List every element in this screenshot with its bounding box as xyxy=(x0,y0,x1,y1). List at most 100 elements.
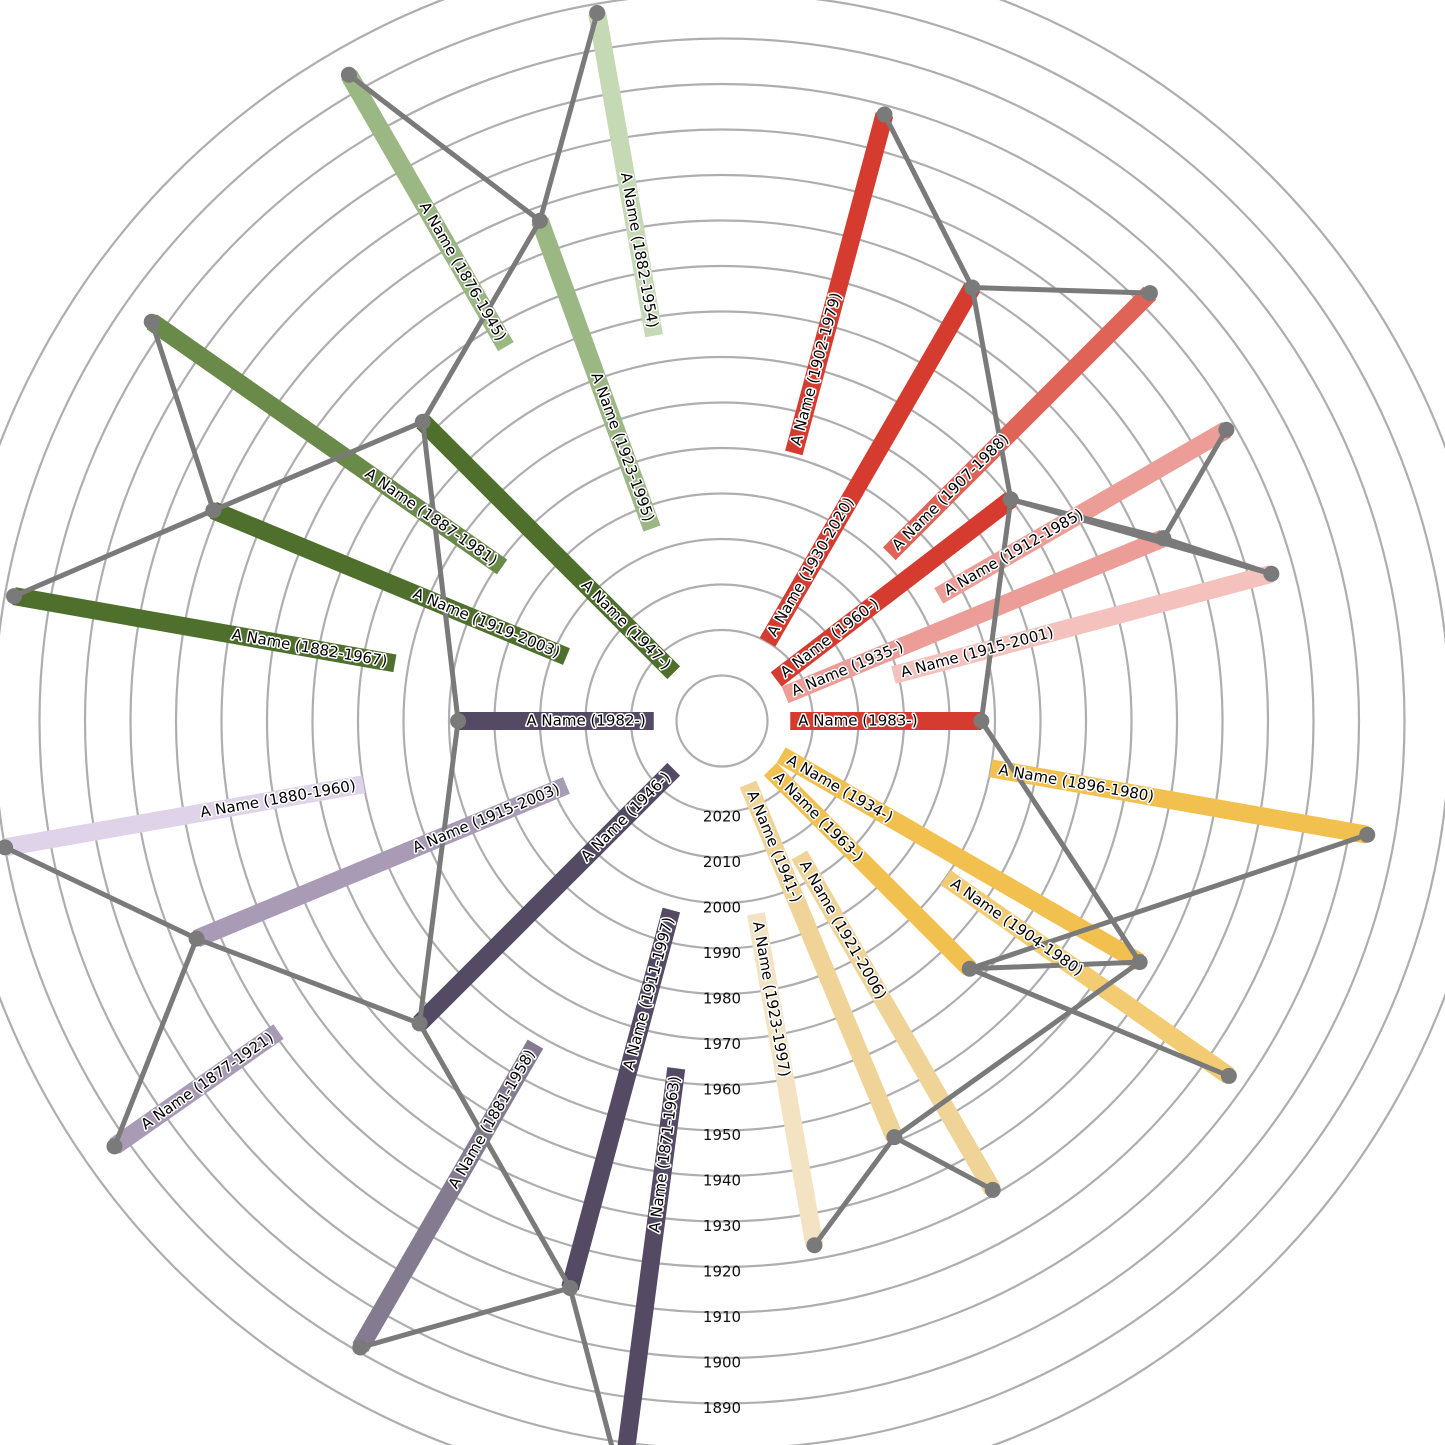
birth-node-p27 xyxy=(961,960,978,977)
birth-node-p20 xyxy=(411,1015,428,1032)
family-link xyxy=(811,1134,897,1248)
person-label: A Name (1915-2003) xyxy=(410,780,562,857)
family-links xyxy=(2,10,1370,1445)
lifespan-bar-p2 xyxy=(891,565,1274,684)
birth-node-p5 xyxy=(1002,491,1019,508)
birth-node-p13 xyxy=(143,313,160,330)
lifespan-bar-p14 xyxy=(209,501,570,665)
lifespan-bar-p18 xyxy=(193,777,570,947)
family-link xyxy=(417,1020,573,1291)
family-link xyxy=(210,419,426,513)
birth-node-p28 xyxy=(1220,1067,1237,1084)
lifespan-bar-p12 xyxy=(416,415,681,680)
year-tick-label: 2020 xyxy=(703,808,741,826)
birth-node-p18 xyxy=(188,930,205,947)
family-link xyxy=(891,959,1143,1140)
year-ring-1980 xyxy=(447,446,997,996)
person-label: A Name (1911-1997) xyxy=(619,915,677,1072)
year-ring-1890 xyxy=(38,37,1406,1405)
birth-node-p15 xyxy=(6,588,23,605)
lifespan-bar-p3 xyxy=(781,529,1167,704)
family-link xyxy=(11,507,216,599)
birth-node-p22 xyxy=(562,1279,579,1296)
birth-node-p14 xyxy=(205,502,222,519)
lifespan-bar-p20 xyxy=(413,762,681,1030)
lifespan-bar-p13 xyxy=(146,314,508,575)
family-link xyxy=(567,1285,615,1445)
birth-node-p2 xyxy=(1263,565,1280,582)
birth-node-p1 xyxy=(973,713,990,729)
person-label: A Name (1923-1997) xyxy=(749,920,794,1078)
family-link xyxy=(417,718,461,1026)
birth-node-p4 xyxy=(1218,421,1235,438)
year-tick-label: 1930 xyxy=(703,1217,741,1235)
lifespan-bar-p19 xyxy=(109,1024,284,1154)
birth-node-p10 xyxy=(531,212,548,229)
person-label: A Name (1947-) xyxy=(578,576,675,673)
birth-node-p9 xyxy=(589,5,606,22)
person-label: A Name (1882-1954) xyxy=(617,171,662,329)
lifespan-bar-p7 xyxy=(759,283,981,647)
birth-node-p7 xyxy=(964,279,981,296)
family-link xyxy=(978,496,1014,724)
family-link xyxy=(1160,535,1274,577)
year-ring-1940 xyxy=(265,264,1179,1178)
lifespan-bar-p8 xyxy=(785,112,894,456)
lifespan-bar-p30 xyxy=(989,759,1369,844)
lifespan-bar-p22 xyxy=(561,907,681,1291)
lifespan-bar-p25 xyxy=(739,780,903,1141)
birth-node-p8 xyxy=(876,106,893,123)
person-label: A Name (1946-) xyxy=(577,768,674,865)
lifespan-bar-p17 xyxy=(3,775,366,857)
lifespan-bar-p24 xyxy=(747,912,824,1247)
lifespan-bar-p27 xyxy=(763,762,977,976)
year-ring-1930 xyxy=(220,219,1224,1223)
family-link xyxy=(891,1134,996,1193)
year-ring-1950 xyxy=(311,310,1133,1132)
year-tick-label: 1980 xyxy=(703,990,741,1008)
family-link xyxy=(149,319,216,513)
birth-node-p26 xyxy=(984,1181,1001,1198)
family-link xyxy=(346,72,543,224)
family-link xyxy=(967,959,1143,972)
family-link xyxy=(420,218,543,425)
lifespan-bar-p23 xyxy=(617,1067,686,1445)
family-link xyxy=(194,936,423,1026)
family-link xyxy=(420,419,461,724)
family-link xyxy=(882,111,975,291)
lifespan-bar-p15 xyxy=(12,587,397,673)
person-label: A Name (1871-1963) xyxy=(645,1075,683,1234)
person-label: A Name (1876-1945) xyxy=(416,199,510,344)
year-tick-label: 1920 xyxy=(703,1263,741,1281)
birth-node-p25 xyxy=(886,1129,903,1146)
lifespan-bar-p26 xyxy=(791,850,1001,1195)
person-label: A Name (1919-2003) xyxy=(410,584,562,661)
person-label: A Name (1983-) xyxy=(798,712,917,730)
lifespan-bar-p4 xyxy=(934,422,1231,604)
year-tick-label: 2010 xyxy=(703,853,741,871)
person-label: A Name (1881-1958) xyxy=(444,1046,538,1191)
birth-node-p3 xyxy=(1155,530,1172,547)
birth-node-p30 xyxy=(1359,826,1376,843)
year-ring-1920 xyxy=(174,173,1270,1269)
year-tick-label: 1970 xyxy=(703,1035,741,1053)
person-label: A Name (1880-1960) xyxy=(199,776,357,821)
year-ring-1960 xyxy=(356,355,1088,1087)
lifespan-bar-p21 xyxy=(352,1039,544,1353)
lifespan-bars xyxy=(3,11,1369,1445)
year-tick-label: 1950 xyxy=(703,1126,741,1144)
year-tick-label: 1940 xyxy=(703,1172,741,1190)
family-link xyxy=(2,844,200,942)
person-label: A Name (1877-1921) xyxy=(137,1028,276,1133)
family-link xyxy=(1160,427,1229,541)
year-ring-1910 xyxy=(129,128,1315,1314)
family-link xyxy=(1008,496,1166,541)
lifespan-bar-p9 xyxy=(588,11,663,338)
lifespan-bar-p28 xyxy=(940,870,1235,1084)
birth-node-p24 xyxy=(806,1237,823,1254)
lifespan-bar-p29 xyxy=(776,747,1145,970)
birth-node-p11 xyxy=(340,66,357,83)
lifespan-bar-p10 xyxy=(531,217,661,532)
